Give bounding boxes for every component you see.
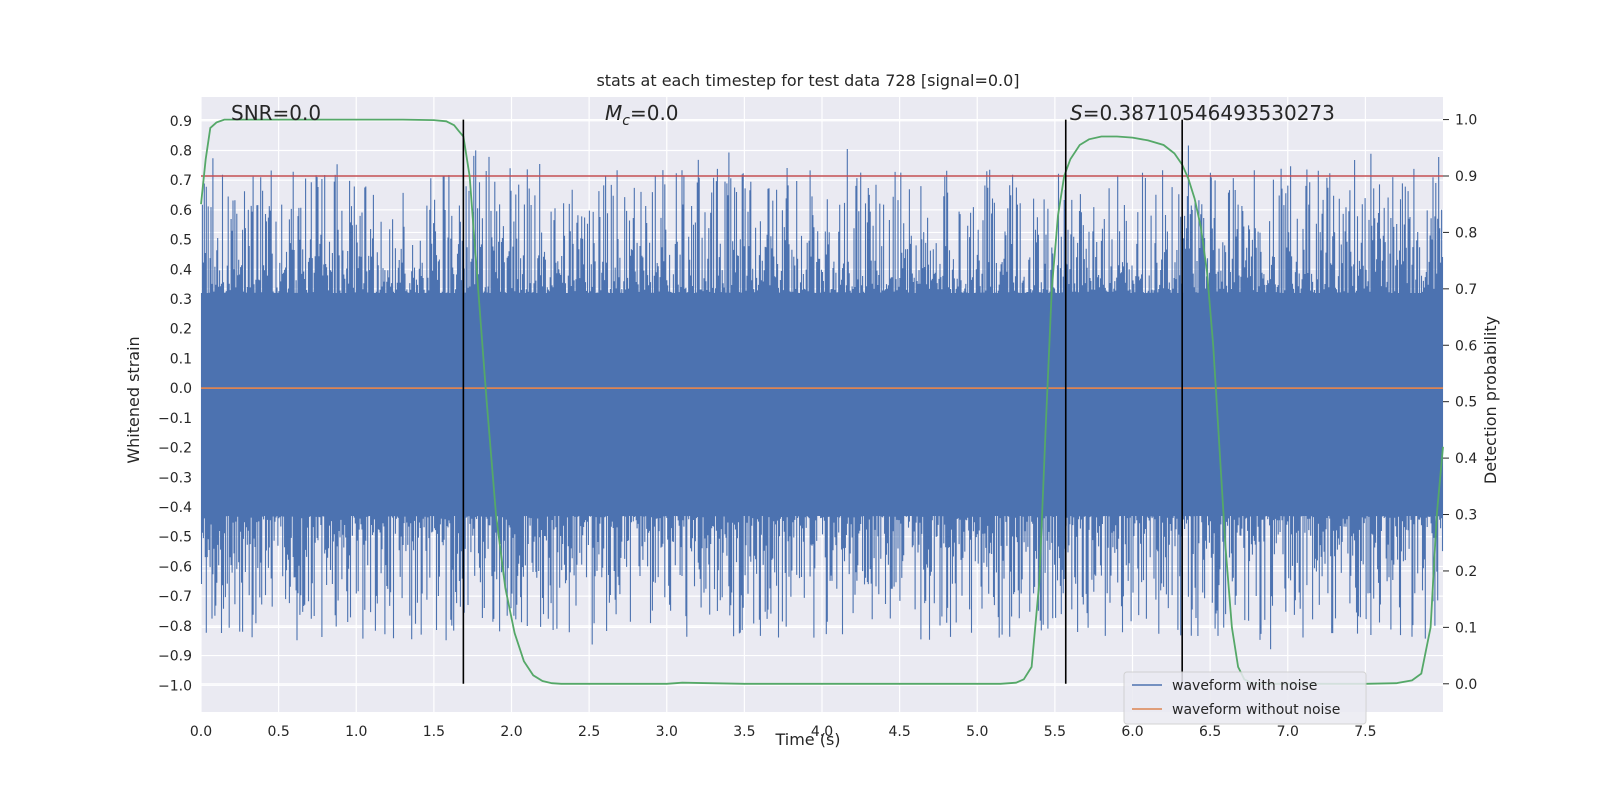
y-tick-label: 0.6 (170, 203, 192, 219)
y-tick-label: 0.0 (170, 381, 192, 397)
x-tick-label: 2.0 (500, 724, 522, 740)
snr-annotation: SNR=0.0 (231, 101, 321, 125)
y-tick-label: −0.4 (158, 500, 192, 516)
x-tick-label: 5.0 (966, 724, 988, 740)
x-tick-label: 6.0 (1121, 724, 1143, 740)
y-tick-label: 0.8 (170, 143, 192, 159)
y-tick-label: 0.2 (170, 322, 192, 338)
x-tick-label: 3.0 (656, 724, 678, 740)
y2-tick-label: 1.0 (1455, 113, 1477, 129)
y-axis-ticks: 0.9 0.8 0.7 0.6 0.5 0.4 0.3 0.2 0.1 0.0 −0.1 −0.2 −0… (158, 114, 192, 694)
y-tick-label: −1.0 (158, 678, 192, 694)
y-tick-label: 0.9 (170, 114, 192, 130)
y2-tick-label: 0.7 (1455, 282, 1477, 298)
noise-waveform-series (200, 145, 1444, 650)
y2-axis-label: Detection probability (1481, 316, 1500, 484)
x-tick-label: 4.0 (811, 724, 833, 740)
y2-tick-label: 0.3 (1455, 508, 1477, 524)
x-tick-label: 2.5 (578, 724, 600, 740)
vertical-markers (462, 119, 1183, 684)
legend-label-noise: waveform with noise (1172, 678, 1317, 694)
y-tick-label: 0.3 (170, 292, 192, 308)
y-tick-label: −0.1 (158, 411, 192, 427)
x-tick-label: 7.5 (1354, 724, 1376, 740)
chirp-mass-annotation: Mc=0.0 (605, 101, 679, 129)
x-tick-label: 6.5 (1199, 724, 1221, 740)
x-tick-label: 5.5 (1044, 724, 1066, 740)
y-tick-label: −0.6 (158, 559, 192, 575)
y2-tick-label: 0.6 (1455, 338, 1477, 354)
detection-probability-line (200, 118, 1444, 685)
y-tick-label: −0.7 (158, 589, 192, 605)
y-axis-label: Whitened strain (124, 336, 143, 463)
x-tick-label: 0.0 (190, 724, 212, 740)
y2-tick-label: 0.8 (1455, 225, 1477, 241)
legend-label-clean: waveform without noise (1172, 702, 1340, 718)
y-tick-label: −0.3 (158, 470, 192, 486)
chirp-mass-subscript: c (622, 113, 630, 129)
s-annotation: S=0.38710546493530273 (1070, 101, 1335, 125)
y2-tick-label: 0.1 (1455, 620, 1477, 636)
y2-tick-label: 0.2 (1455, 564, 1477, 580)
detection-probability-series (200, 118, 1444, 685)
x-tick-label: 1.5 (423, 724, 445, 740)
s-value: =0.38710546493530273 (1083, 101, 1335, 125)
y2-tick-label: 0.0 (1455, 677, 1477, 693)
x-tick-label: 7.0 (1277, 724, 1299, 740)
y2-tick-label: 0.9 (1455, 169, 1477, 185)
y-tick-label: 0.4 (170, 262, 192, 278)
chart-title: stats at each timestep for test data 728… (596, 71, 1019, 90)
y-tick-label: 0.7 (170, 173, 192, 189)
s-symbol: S (1070, 101, 1083, 125)
y-tick-label: −0.2 (158, 441, 192, 457)
y-tick-label: −0.8 (158, 619, 192, 635)
x-tick-label: 1.0 (345, 724, 367, 740)
legend-box (1123, 671, 1367, 725)
y2-tick-label: 0.5 (1455, 395, 1477, 411)
x-tick-label: 3.5 (733, 724, 755, 740)
chirp-mass-symbol: M (605, 101, 622, 125)
x-tick-label: 4.5 (888, 724, 910, 740)
y2-axis-ticks: 1.0 0.9 0.8 0.7 0.6 0.5 0.4 0.3 0.2 0.1 0.0 (1443, 113, 1477, 693)
x-tick-label: 0.5 (267, 724, 289, 740)
y2-tick-label: 0.4 (1455, 451, 1477, 467)
chirp-mass-value: =0.0 (630, 101, 679, 125)
x-axis-ticks: 0.0 0.5 1.0 1.5 2.0 2.5 3.0 3.5 4.0 4.5 5.0 5.5 6.0 6… (190, 724, 1377, 740)
y-tick-label: −0.9 (158, 649, 192, 665)
x-axis-label: Time (s) (774, 730, 840, 749)
legend: waveform with noise waveform without noi… (1123, 671, 1367, 725)
y-tick-label: −0.5 (158, 530, 192, 546)
y-tick-label: 0.5 (170, 233, 192, 249)
y-tick-label: 0.1 (170, 351, 192, 367)
